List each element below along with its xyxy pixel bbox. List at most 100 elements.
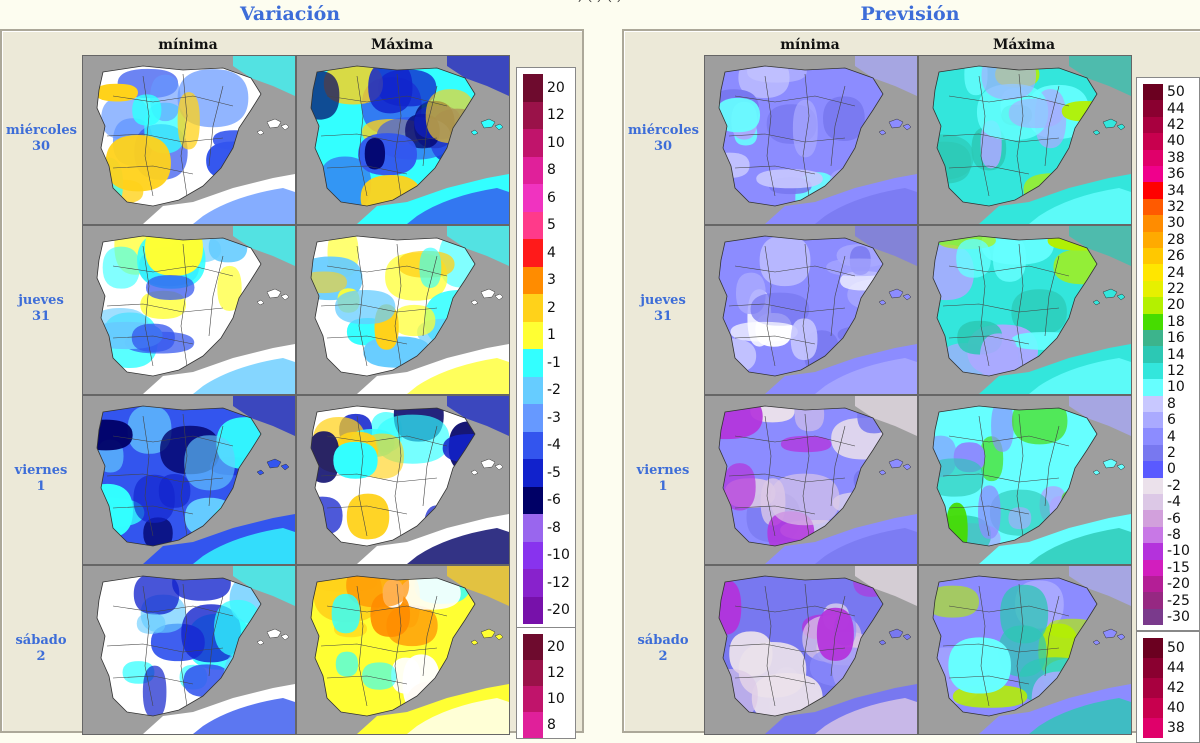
balearic-island	[1102, 288, 1118, 299]
legend-swatch	[1143, 215, 1163, 232]
balearic-island	[494, 123, 504, 131]
province-border	[764, 585, 776, 707]
legend-swatch	[1143, 526, 1163, 544]
legend-entry: 26	[1143, 248, 1200, 265]
province-border	[948, 165, 1030, 175]
map-prevision-minima-1	[704, 225, 918, 395]
field-patch	[853, 468, 883, 492]
legend-swatch	[1143, 718, 1163, 738]
coastline	[96, 65, 262, 207]
balearic-island	[1092, 639, 1101, 646]
field-patch	[105, 134, 171, 192]
legend-swatch	[1143, 638, 1163, 658]
legend-entry: 22	[1143, 280, 1200, 298]
legend-swatch	[523, 74, 543, 102]
province-border	[942, 303, 1060, 313]
balearic-island	[266, 288, 282, 299]
legend-swatch	[1143, 592, 1163, 609]
field-patch	[212, 130, 257, 150]
field-patch	[311, 496, 343, 535]
province-border	[422, 255, 438, 337]
day-number: 31	[31, 309, 51, 324]
legend-value: -3	[547, 409, 561, 426]
legend-entry: 38	[1143, 718, 1200, 738]
field-patch	[823, 96, 865, 141]
legend-value: -1	[547, 354, 561, 371]
province-border	[830, 425, 846, 507]
field-patches	[933, 236, 1097, 376]
coastline	[932, 235, 1098, 377]
balearic-island	[902, 123, 912, 131]
map-svg	[96, 226, 295, 394]
legend-swatch	[523, 404, 543, 432]
legend-value: 14	[1167, 346, 1185, 363]
legend-swatch	[1143, 444, 1163, 462]
legend-value: 20	[547, 639, 565, 655]
legend-value: 8	[1167, 395, 1176, 412]
balearic-island	[1092, 469, 1101, 476]
balearic-island	[256, 299, 265, 306]
province-border	[356, 75, 368, 197]
field-patch	[346, 493, 390, 540]
field-patch	[127, 406, 172, 454]
legend-entry: -10	[1143, 543, 1200, 560]
france-area	[855, 566, 917, 606]
legend-value: 26	[1167, 248, 1185, 265]
france-area	[447, 396, 509, 436]
province-border	[948, 265, 1070, 277]
province-border	[112, 505, 194, 515]
province-border	[1016, 583, 1024, 707]
field-patch	[1011, 289, 1067, 335]
field-patch	[1008, 507, 1032, 530]
field-patch	[102, 246, 140, 289]
balearic-island	[470, 129, 479, 136]
legend-value: 30	[1167, 215, 1185, 232]
province-border	[948, 435, 1070, 447]
balearic-island	[1116, 633, 1126, 641]
coastline	[718, 235, 884, 377]
legend-value: 34	[1167, 182, 1185, 199]
field-patch	[759, 236, 811, 287]
province-border	[764, 245, 776, 367]
field-patch	[133, 474, 175, 523]
legend-value: -12	[547, 574, 570, 591]
legend-swatch	[523, 514, 543, 542]
africa-patch	[815, 188, 917, 224]
province-border	[734, 95, 856, 107]
legend-entry: 12	[523, 101, 583, 129]
map-svg	[932, 226, 1131, 394]
province-border	[320, 473, 438, 483]
field-patch	[933, 458, 984, 497]
legend-value: 18	[1167, 313, 1185, 330]
day-number: 30	[31, 139, 51, 154]
legend-swatch	[1143, 477, 1163, 494]
province-border	[180, 243, 188, 367]
legend-swatch	[523, 486, 543, 514]
day-number: 30	[653, 139, 673, 154]
legend-swatch	[1143, 313, 1163, 330]
province-border	[948, 505, 1030, 515]
africa-patch	[407, 528, 509, 564]
col-head-maxima: Máxima	[992, 37, 1056, 53]
balearic-island	[888, 458, 904, 469]
legend-entry: 6	[523, 184, 583, 212]
legend-swatch	[1143, 280, 1163, 298]
field-patch	[136, 613, 166, 634]
legend-entry: 18	[1143, 313, 1200, 330]
legend-value: 3	[547, 272, 556, 289]
field-patch	[333, 441, 378, 479]
balearic-island	[878, 469, 887, 476]
balearic-island	[266, 118, 282, 129]
map-svg	[718, 56, 917, 224]
legend-entry: 3	[523, 266, 583, 294]
legend-entry: -8	[523, 514, 583, 542]
map-svg	[310, 56, 509, 224]
field-patch	[770, 473, 840, 526]
legend-swatch	[523, 660, 543, 686]
day-label: viernes 1	[6, 463, 76, 495]
prevision-legend: 50 44 42 40 38 36 34 32 30 28 26 24 22 20 18 16 14 12 10 8 6…	[1136, 77, 1200, 631]
province-border	[106, 133, 224, 143]
field-patch	[177, 92, 200, 150]
day-label: sábado 2	[6, 633, 76, 665]
province-border	[326, 675, 408, 685]
